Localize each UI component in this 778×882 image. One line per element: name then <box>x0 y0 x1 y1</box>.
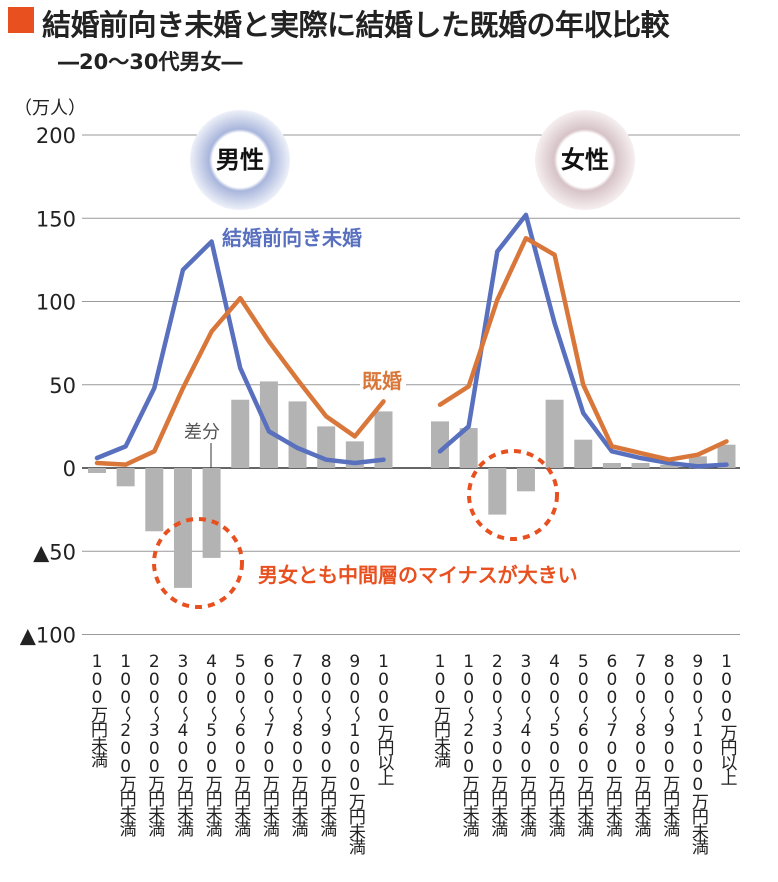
x-tick-label: 600～700万円未満 <box>601 652 622 835</box>
chart-subtitle: ―20～30代男女― <box>58 50 243 74</box>
diff-bar <box>602 463 621 468</box>
line-unmarried <box>94 239 386 466</box>
legend-married: 既婚 <box>362 369 402 393</box>
diff-bar <box>488 468 507 515</box>
diff-bar <box>631 463 650 468</box>
y-tick-label: 150 <box>36 207 76 231</box>
x-tick-label: 900～1000万円未満 <box>344 652 365 853</box>
x-tick-label: 100万円未満 <box>430 652 450 766</box>
diff-bar <box>259 381 278 468</box>
panel-label-female: 女性 <box>561 146 609 174</box>
y-axis-unit: （万人） <box>14 98 86 119</box>
diff-bar <box>88 468 106 473</box>
x-tick-label: 400～500万円未満 <box>544 652 565 835</box>
highlight-circle-male <box>152 517 244 609</box>
annotation-note: 男女とも中間層のマイナスが大きい <box>258 563 578 587</box>
x-tick-label: 200～300万円未満 <box>487 652 508 835</box>
legend-diff: 差分 <box>184 422 220 443</box>
diff-bar <box>660 464 679 468</box>
x-tick-label: 1000万円以上 <box>373 652 394 784</box>
diff-bar <box>173 468 192 588</box>
x-tick-label: 100～200万円未満 <box>115 652 136 835</box>
diff-bar <box>374 411 393 468</box>
line-married <box>437 235 729 462</box>
x-tick-label: 800～900万円未満 <box>659 652 680 835</box>
diff-bar <box>431 421 449 468</box>
female-badge-ring <box>535 110 635 210</box>
diff-bar <box>145 468 164 532</box>
x-tick-label: 100万円未満 <box>87 652 107 766</box>
x-tick-label: 700～800万円未満 <box>630 652 651 835</box>
y-tick-label: 200 <box>36 124 76 148</box>
y-tick-label: 100 <box>36 291 76 315</box>
x-tick-label: 900～1000万円未満 <box>687 652 708 853</box>
line-unmarried <box>437 212 729 469</box>
diff-bar <box>688 456 707 468</box>
line-married <box>94 295 386 467</box>
diff-bar <box>288 401 307 468</box>
x-tick-label: 300～400万円未満 <box>515 652 536 835</box>
x-tick-label: 500～600万円未満 <box>573 652 594 835</box>
diff-bar <box>574 439 593 468</box>
y-tick-label: ▲100 <box>20 624 76 648</box>
x-tick-label: 100～200万円未満 <box>458 652 479 835</box>
x-tick-label: 700～800万円未満 <box>287 652 308 835</box>
highlight-circle-female <box>467 449 559 541</box>
diff-bar <box>231 399 250 468</box>
title-marker <box>8 7 34 33</box>
x-tick-label: 200～300万円未満 <box>144 652 165 835</box>
x-tick-label: 500～600万円未満 <box>230 652 251 835</box>
chart-title: 結婚前向き未婚と実際に結婚した既婚の年収比較 <box>42 8 670 42</box>
x-tick-label: 800～900万円未満 <box>316 652 337 835</box>
y-tick-label: ▲50 <box>33 540 76 564</box>
y-tick-label: 0 <box>63 457 76 481</box>
panel-label-male: 男性 <box>216 146 264 174</box>
diff-bar <box>545 399 564 468</box>
male-badge-ring <box>190 110 290 210</box>
diff-bar <box>116 468 135 487</box>
legend-unmarried: 結婚前向き未婚 <box>222 226 362 250</box>
x-tick-label: 1000万円以上 <box>716 652 737 784</box>
diff-bar <box>717 444 736 468</box>
diff-bar <box>459 428 478 468</box>
x-tick-label: 600～700万円未満 <box>258 652 279 835</box>
x-tick-label: 300～400万円未満 <box>172 652 193 835</box>
diff-bar <box>202 468 221 558</box>
x-tick-label: 400～500万円未満 <box>201 652 222 835</box>
y-tick-label: 50 <box>49 374 76 398</box>
diff-bar <box>516 468 535 492</box>
